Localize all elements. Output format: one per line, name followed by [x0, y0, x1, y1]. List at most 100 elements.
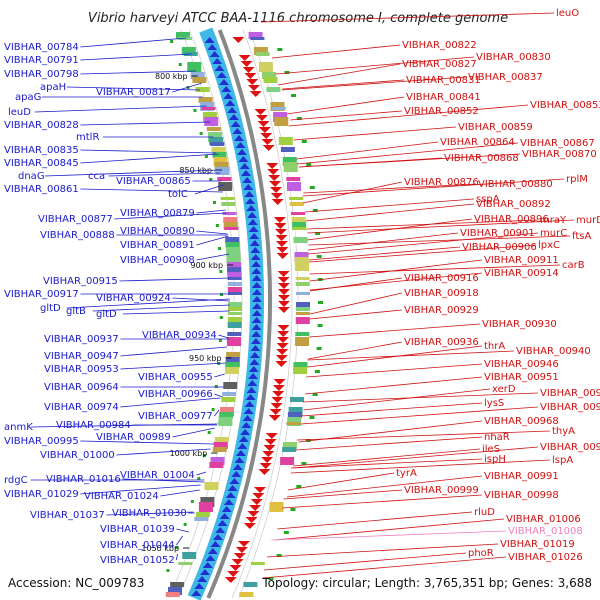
- right-gene-labels: leuO VIBHAR_00822VIBHAR_00830VIBHAR_00827…: [260, 8, 600, 579]
- cog-block: [227, 337, 241, 346]
- gene-label-right: VIBHAR_00911: [484, 255, 559, 266]
- reverse-gene-arrow: [276, 247, 289, 253]
- cog-block: [182, 552, 197, 559]
- feature-marker: [309, 186, 315, 189]
- cog-block: [209, 462, 224, 468]
- gene-label-right: VIBHAR_00852: [404, 106, 479, 117]
- cog-block: [287, 182, 301, 191]
- label-leader: [120, 346, 228, 357]
- gene-label-right: VIBHAR_00837: [468, 72, 543, 83]
- cog-block: [258, 62, 273, 72]
- forward-gene-arrow: [231, 471, 242, 477]
- cog-block: [294, 257, 309, 266]
- gene-label-left: dnaG: [18, 171, 45, 182]
- cog-block: [227, 317, 242, 324]
- feature-marker: [283, 531, 289, 534]
- reverse-gene-arrow: [249, 91, 262, 97]
- label-leader: [196, 209, 226, 214]
- reverse-gene-arrow: [272, 385, 285, 391]
- gene-label-left: VIBHAR_00908: [120, 255, 195, 266]
- cog-block: [220, 407, 234, 416]
- reverse-gene-arrow: [258, 469, 271, 475]
- label-leader: [307, 218, 473, 241]
- cog-block: [209, 137, 224, 145]
- forward-gene-arrow: [242, 415, 253, 421]
- gene-label-left: VIBHAR_00947: [44, 351, 119, 362]
- cog-block: [225, 237, 240, 243]
- label-leader: [266, 543, 499, 558]
- cog-block: [170, 582, 185, 587]
- gene-label-right: VIBHAR_00929: [404, 305, 479, 316]
- gene-label-right: carB: [562, 260, 585, 271]
- cog-block: [291, 212, 305, 215]
- cog-block: [198, 502, 213, 512]
- label-leader: [176, 553, 178, 561]
- gene-label-left: VIBHAR_00791: [4, 55, 79, 66]
- label-leader: [308, 246, 461, 261]
- label-leader: [196, 253, 230, 261]
- label-leader: [66, 298, 230, 309]
- label-leader: [196, 230, 228, 235]
- label-leader: [298, 153, 521, 168]
- gene-label-right: VIBHAR_00901: [460, 228, 535, 239]
- gene-label-left: leuD: [8, 107, 31, 118]
- forward-gene-arrow: [244, 191, 255, 197]
- cog-block: [204, 482, 219, 490]
- forward-gene-arrow: [219, 79, 229, 85]
- scale-tick-label: 900 kbp: [190, 261, 223, 270]
- gene-label-left: VIBHAR_01024: [84, 491, 159, 502]
- gene-label-left: apaG: [15, 92, 41, 103]
- forward-gene-arrow: [251, 310, 262, 316]
- feature-marker: [218, 247, 221, 250]
- label-leader: [309, 264, 561, 275]
- label-leader: [307, 350, 515, 361]
- cog-block: [218, 182, 233, 191]
- cog-block: [227, 272, 242, 279]
- cog-block: [176, 32, 190, 39]
- label-leader: [196, 471, 207, 476]
- forward-gene-arrow: [248, 366, 259, 372]
- reverse-gene-arrow: [268, 175, 281, 181]
- feature-marker: [219, 270, 223, 273]
- forward-gene-arrow: [245, 198, 256, 204]
- gene-label-left: VIBHAR_00817: [96, 87, 171, 98]
- feature-marker: [170, 40, 174, 43]
- cog-block: [221, 202, 236, 206]
- feature-marker: [318, 301, 323, 304]
- reverse-gene-arrow: [248, 85, 260, 91]
- label-leader: [260, 12, 555, 23]
- label-leader: [295, 436, 483, 451]
- gene-label-right: VIBHAR_00831: [406, 75, 481, 86]
- reverse-gene-arrow: [249, 505, 262, 511]
- gene-label-left: VIBHAR_01016: [46, 474, 121, 485]
- cog-block: [289, 197, 304, 200]
- label-leader: [214, 373, 225, 378]
- label-leader: [283, 489, 403, 500]
- gene-label-left: VIBHAR_01029: [4, 489, 79, 500]
- label-leader: [160, 489, 200, 497]
- cog-block: [286, 422, 301, 425]
- gene-label-left: VIBHAR_00917: [4, 289, 79, 300]
- reverse-gene-arrow: [256, 115, 268, 121]
- label-leader: [122, 478, 205, 483]
- label-leader: [80, 484, 201, 495]
- gene-label-right: VIBHAR_00936: [404, 337, 479, 348]
- reverse-gene-arrow: [275, 229, 287, 235]
- label-leader: [306, 363, 483, 378]
- gene-label-left: VIBHAR_00845: [4, 158, 79, 169]
- forward-gene-arrow: [251, 268, 262, 274]
- cog-block: [282, 157, 297, 166]
- cog-block: [221, 397, 236, 402]
- reverse-gene-arrow: [268, 415, 281, 421]
- label-leader: [309, 309, 403, 320]
- label-leader: [277, 63, 401, 86]
- feature-marker: [202, 454, 206, 457]
- cog-block: [292, 222, 307, 230]
- forward-gene-arrow: [205, 555, 216, 561]
- label-leader: [80, 440, 215, 445]
- gene-label-left: VIBHAR_00879: [120, 208, 195, 219]
- cog-block: [206, 127, 221, 131]
- reverse-gene-arrow: [273, 379, 286, 385]
- cog-block: [227, 332, 242, 336]
- cog-block: [192, 77, 207, 83]
